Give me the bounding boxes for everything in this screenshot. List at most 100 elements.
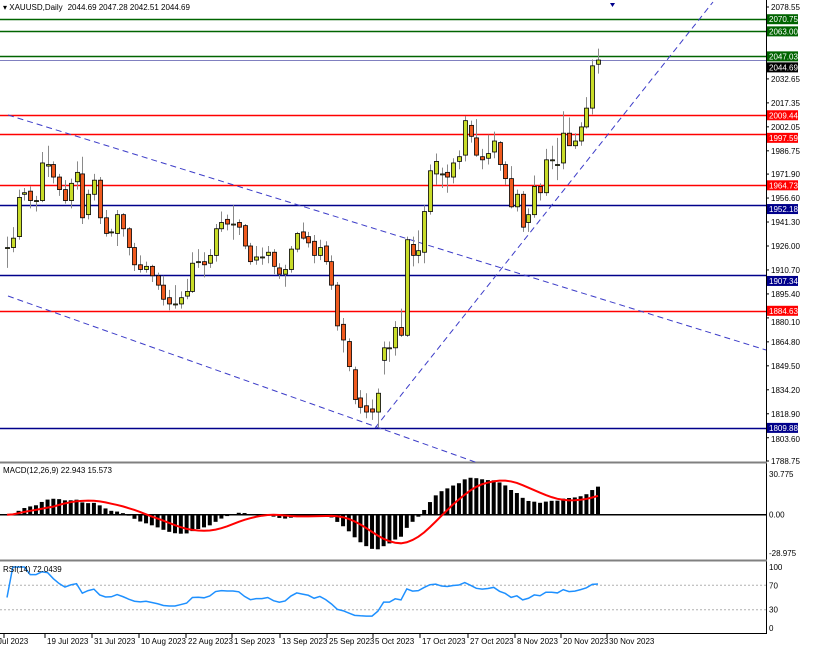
- horizontal-levels: [0, 18, 766, 430]
- candle-body: [248, 245, 253, 263]
- macd-histogram-bar: [462, 479, 467, 515]
- rsi-panel: 100 70 30 0: [0, 563, 783, 633]
- bull-candle: [555, 137, 560, 181]
- macd-histogram-bar: [155, 514, 160, 528]
- rsi-tick-label: 0: [769, 624, 774, 633]
- current-price-tag: 2044.69: [769, 63, 798, 72]
- macd-histogram-bar: [230, 514, 235, 515]
- macd-histogram-bar: [532, 501, 537, 515]
- macd-histogram-bar: [184, 514, 189, 534]
- time-tick-label: 19 Jul 2023: [47, 637, 89, 646]
- bear-candle: [364, 393, 369, 419]
- candle-body: [237, 222, 242, 228]
- macd-tick-label: -28.975: [769, 549, 797, 558]
- candle-body: [573, 140, 578, 147]
- bull-candle: [46, 145, 51, 178]
- price-tick-label: 2078.55: [771, 3, 800, 12]
- bear-candle: [272, 249, 277, 275]
- bear-candle: [341, 318, 346, 353]
- macd-histogram-bar: [277, 514, 282, 518]
- candle-body: [156, 275, 161, 286]
- candle-body: [34, 200, 39, 202]
- candle-body: [104, 217, 109, 234]
- candle-body: [498, 142, 503, 165]
- price-tick-label: 1849.50: [771, 362, 800, 371]
- level-price-tag: 2047.03: [769, 52, 798, 61]
- macd-histogram-bar: [480, 479, 485, 515]
- candle-body: [144, 265, 149, 270]
- macd-histogram-bar: [433, 495, 438, 515]
- candle-body: [318, 247, 323, 256]
- macd-histogram-bar: [57, 499, 62, 515]
- candle-body: [57, 176, 62, 190]
- bull-candle: [208, 249, 213, 268]
- candle-body: [150, 265, 155, 277]
- time-tick-label: 10 Aug 2023: [141, 637, 186, 646]
- time-tick-label: 17 Oct 2023: [422, 637, 466, 646]
- bull-candle: [11, 227, 16, 253]
- descending-channel-lower-trendline[interactable]: [7, 295, 479, 464]
- macd-histogram-bar: [196, 514, 201, 529]
- macd-histogram-bar: [173, 514, 178, 534]
- candle-body: [272, 251, 277, 267]
- candle-body: [132, 247, 137, 266]
- bull-candle: [173, 285, 178, 309]
- candle-body: [532, 186, 537, 216]
- bear-candle: [329, 255, 334, 290]
- bull-candle: [69, 178, 74, 209]
- macd-histogram-bar: [387, 514, 392, 544]
- candle-body: [312, 240, 317, 256]
- bull-candle: [382, 341, 387, 375]
- time-tick-label: Jul 2023: [0, 637, 29, 646]
- candle-body: [306, 236, 311, 244]
- candle-body: [457, 156, 462, 162]
- level-price-tag-bg: [767, 204, 798, 215]
- macd-histogram-bar: [468, 477, 473, 515]
- price-tick-label: 1941.30: [771, 218, 800, 227]
- macd-histogram-bar: [74, 499, 79, 515]
- descending-channel-upper-trendline[interactable]: [7, 114, 767, 351]
- price-tick-label: 2032.65: [771, 75, 800, 84]
- ascending-trendline[interactable]: [374, 1, 714, 429]
- candle-body: [219, 222, 224, 230]
- candle-body: [596, 59, 601, 65]
- bull-candle: [579, 122, 584, 146]
- macd-histogram-bar: [91, 502, 96, 515]
- bull-candle: [561, 111, 566, 170]
- candle-body: [214, 228, 219, 256]
- bull-candle: [550, 145, 555, 170]
- candle-body: [5, 247, 10, 249]
- candle-body: [358, 397, 363, 408]
- bear-candle: [57, 173, 62, 196]
- time-tick-label: 30 Nov 2023: [609, 637, 655, 646]
- bull-candle: [260, 247, 265, 265]
- macd-histogram-bar: [596, 486, 600, 515]
- bull-candle: [451, 158, 456, 184]
- candle-body: [474, 137, 479, 156]
- bear-candle: [498, 141, 503, 171]
- candle-body: [277, 267, 282, 275]
- macd-histogram-bar: [491, 480, 496, 515]
- macd-histogram-bar: [352, 514, 357, 538]
- macd-histogram-bar: [207, 514, 212, 526]
- rsi-tick-label: 70: [769, 581, 778, 590]
- bull-candle: [584, 97, 589, 129]
- candle-body: [190, 262, 195, 292]
- level-price-tag-bg: [767, 14, 798, 25]
- chart-shift-marker-icon[interactable]: [610, 3, 615, 7]
- bear-candle: [312, 235, 317, 264]
- candle-body: [92, 179, 97, 195]
- candle-body: [46, 164, 51, 167]
- symbol-timeframe: XAUUSD,Daily: [9, 3, 62, 12]
- candle-body: [40, 162, 45, 201]
- bull-candle: [115, 209, 120, 246]
- candle-body: [301, 231, 306, 239]
- macd-histogram-bar: [97, 505, 102, 515]
- macd-histogram-bar: [561, 498, 566, 515]
- bull-candle: [144, 261, 149, 273]
- bear-candle: [445, 164, 450, 193]
- bull-candle: [283, 264, 288, 287]
- bull-candle: [185, 278, 190, 300]
- candle-body: [80, 173, 85, 219]
